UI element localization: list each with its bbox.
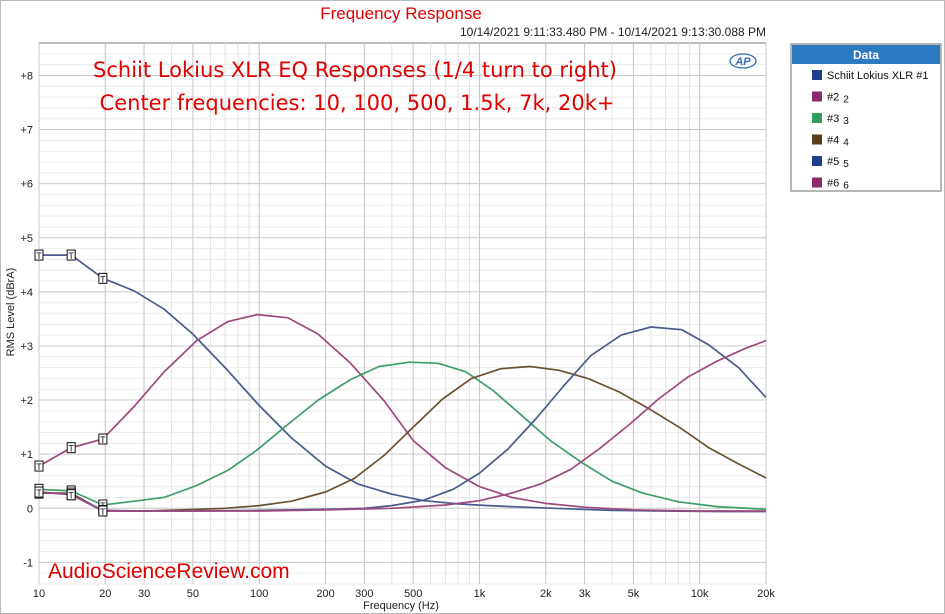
legend-item-6: #6 6 — [812, 177, 849, 192]
svg-text:T: T — [68, 251, 74, 261]
x-tick-label: 2k — [540, 588, 552, 600]
svg-text:T: T — [100, 274, 106, 284]
series-marker-1: T — [34, 249, 44, 261]
y-tick-label: +7 — [20, 125, 33, 137]
svg-text:T: T — [100, 435, 106, 445]
data-series — [38, 254, 767, 513]
series-line-3 — [38, 361, 767, 511]
annotation-title: Schiit Lokius XLR EQ Responses (1/4 turn… — [93, 58, 617, 82]
x-tick-label: 500 — [404, 588, 422, 600]
legend-label: Schiit Lokius XLR #1 — [827, 70, 929, 82]
series-marker-2: T — [98, 433, 108, 445]
legend-sub-label: 2 — [843, 95, 849, 106]
y-tick-label: 0 — [27, 503, 33, 515]
annotation-center-frequencies: Center frequencies: 10, 100, 500, 1.5k, … — [100, 91, 615, 115]
series-line-2 — [38, 313, 766, 512]
legend-label: #4 — [827, 135, 839, 147]
legend-swatch — [812, 134, 822, 145]
legend-item-4: #4 4 — [812, 134, 849, 149]
series-line-1 — [39, 254, 766, 513]
y-tick-label: +2 — [20, 395, 33, 407]
svg-text:T: T — [36, 251, 42, 261]
x-tick-label: 20k — [757, 588, 775, 600]
legend-item-2: #2 2 — [812, 91, 849, 106]
svg-text:T: T — [68, 491, 74, 501]
y-tick-label: -1 — [23, 557, 33, 569]
legend-sub-label: 3 — [843, 116, 849, 127]
series-marker-2: T — [66, 442, 76, 454]
legend-swatch — [812, 70, 822, 80]
x-tick-label: 3k — [579, 588, 591, 600]
legend-swatch — [812, 156, 822, 166]
legend-item-3: #3 3 — [812, 113, 849, 127]
y-tick-label: +5 — [20, 233, 33, 245]
legend-sub-label: 6 — [843, 181, 849, 192]
svg-text:T: T — [68, 444, 74, 454]
x-tick-label: 20 — [99, 588, 111, 600]
timestamp-range: 10/14/2021 9:11:33.480 PM - 10/14/2021 9… — [460, 25, 766, 39]
legend-label: #5 — [827, 156, 839, 168]
ap-logo-text: AP — [734, 56, 751, 68]
series-marker-6: T — [66, 489, 76, 501]
series-line-4 — [39, 365, 767, 512]
y-tick-label: +1 — [20, 449, 33, 461]
legend-item-5: #5 5 — [812, 156, 849, 170]
y-axis-ticks: -1 0 +1 +2 +3 +4 +5 +6 +7 +8 — [20, 70, 33, 569]
svg-text:T: T — [100, 507, 106, 517]
legend-swatch — [812, 177, 822, 188]
legend-label: #2 — [827, 92, 839, 104]
legend-sub-label: 4 — [843, 138, 849, 149]
series-line-6 — [38, 339, 767, 512]
legend-sub-label: 5 — [843, 159, 849, 170]
legend-header: Data — [853, 48, 879, 62]
y-tick-label: +3 — [20, 341, 33, 353]
chart-title: Frequency Response — [320, 4, 482, 23]
x-tick-label: 5k — [628, 588, 640, 600]
legend-swatch — [812, 91, 822, 102]
svg-text:T: T — [36, 488, 42, 498]
y-tick-label: +8 — [20, 70, 33, 82]
x-tick-label: 100 — [250, 588, 268, 600]
series-markers: TTTTTTTTTTTTTTTTTT — [34, 249, 108, 517]
legend-items: Schiit Lokius XLR #1 #2 2 #3 3 #4 4 #5 5 #6 6 — [812, 70, 929, 192]
x-axis-label: Frequency (Hz) — [363, 600, 439, 612]
x-axis-ticks: 10 20 30 50 100 200 300 500 1k 2k 3k 5k 10k 20k — [33, 588, 775, 600]
ap-logo: AP — [729, 53, 757, 69]
legend-swatch — [812, 113, 822, 123]
plot-grid — [38, 42, 767, 585]
x-tick-label: 300 — [355, 588, 373, 600]
y-axis-label: RMS Level (dBrA) — [5, 268, 17, 357]
x-tick-label: 1k — [474, 588, 486, 600]
legend-item-1: Schiit Lokius XLR #1 — [812, 70, 929, 82]
series-marker-6: T — [98, 505, 108, 517]
y-tick-label: +6 — [20, 179, 33, 191]
x-tick-label: 30 — [138, 588, 150, 600]
legend-header-bar — [792, 45, 940, 64]
x-tick-label: 10k — [691, 588, 709, 600]
watermark: AudioScienceReview.com — [48, 560, 290, 583]
series-marker-6: T — [34, 486, 44, 498]
x-tick-label: 200 — [316, 588, 334, 600]
series-marker-1: T — [66, 249, 76, 261]
x-tick-label: 50 — [187, 588, 199, 600]
legend-panel: Data Schiit Lokius XLR #1 #2 2 #3 3 #4 4 #5 5 #6 6 — [790, 43, 942, 192]
y-tick-label: +4 — [20, 287, 33, 299]
legend-label: #6 — [827, 178, 839, 190]
series-marker-1: T — [98, 272, 108, 284]
x-tick-label: 10 — [33, 588, 45, 600]
series-marker-2: T — [34, 460, 44, 472]
legend-label: #3 — [827, 113, 839, 125]
svg-text:T: T — [36, 462, 42, 472]
